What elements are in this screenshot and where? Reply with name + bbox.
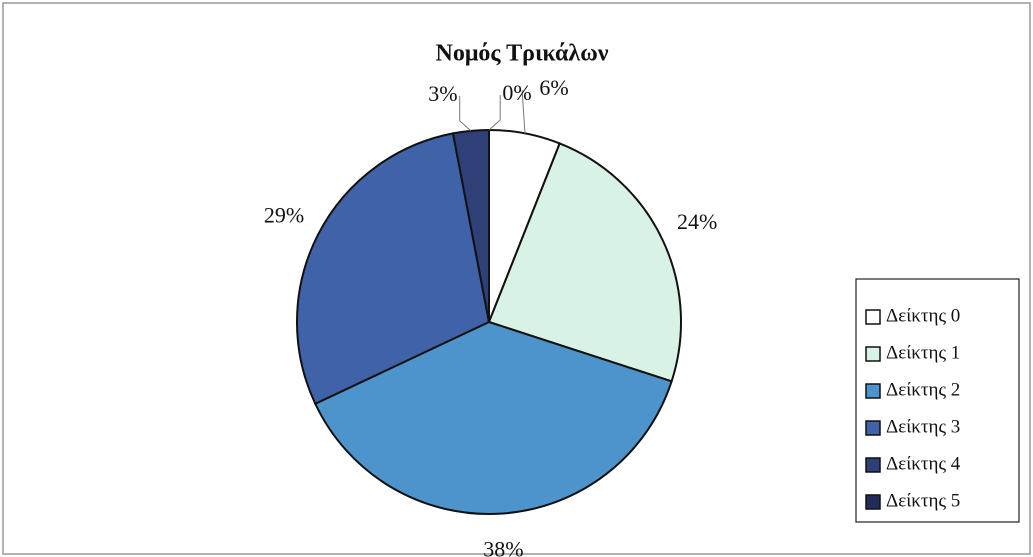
legend-swatch xyxy=(865,420,881,436)
leader-line xyxy=(488,95,501,131)
legend-label: Δείκτης 1 xyxy=(886,342,960,363)
legend: Δείκτης 0 Δείκτης 1 Δείκτης 2 Δείκτης 3 Δείκ… xyxy=(865,305,961,511)
data-label: 6% xyxy=(539,75,568,100)
legend-label: Δείκτης 2 xyxy=(886,379,960,400)
legend-label: Δείκτης 0 xyxy=(886,305,960,326)
legend-box xyxy=(855,278,1020,523)
legend-label: Δείκτης 3 xyxy=(886,416,960,437)
chart-title: Νομός Τρικάλων xyxy=(435,41,608,67)
data-label: 24% xyxy=(677,209,717,234)
data-label: 38% xyxy=(483,537,523,557)
legend-swatch xyxy=(865,346,881,362)
legend-label: Δείκτης 4 xyxy=(886,453,961,474)
pie-slice xyxy=(313,320,673,515)
legend-swatch xyxy=(865,494,881,510)
data-label: 29% xyxy=(264,203,304,228)
pie-slice xyxy=(487,142,682,383)
pie-slice xyxy=(296,132,491,406)
legend-swatch xyxy=(865,383,881,399)
legend-swatch xyxy=(865,309,881,325)
legend-swatch xyxy=(865,457,881,473)
legend-label: Δείκτης 5 xyxy=(886,490,960,511)
data-label: 3% xyxy=(428,81,457,106)
data-label: 0% xyxy=(502,80,531,105)
leader-line xyxy=(521,90,526,134)
leader-line xyxy=(459,95,472,132)
